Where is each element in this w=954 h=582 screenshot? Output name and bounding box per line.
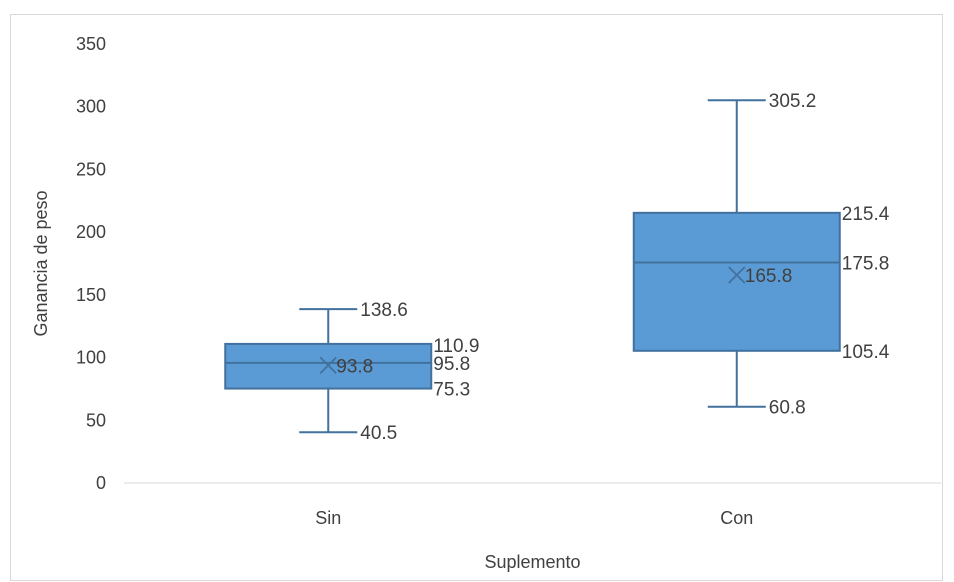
boxes: 138.6 40.5 93.8 110.995.8 75.3 305.2 60.8 165.8… — [224, 91, 890, 444]
y-axis-ticks: 0 50 100 150 200 250 300 350 — [76, 34, 106, 493]
mean-marker — [728, 266, 746, 284]
max-label: 305.2 — [769, 91, 817, 112]
min-label: 40.5 — [360, 423, 397, 444]
min-label: 60.8 — [769, 398, 806, 419]
mean-marker — [319, 356, 337, 374]
y-tick-label: 150 — [76, 285, 106, 305]
y-tick-label: 100 — [76, 348, 106, 368]
y-axis-title: Ganancia de peso — [31, 190, 51, 336]
y-tick-label: 50 — [86, 410, 106, 430]
q1-label: 75.3 — [433, 380, 470, 401]
y-tick-label: 300 — [76, 97, 106, 117]
median-label: 95.8 — [433, 354, 470, 375]
box-con: 305.2 60.8 165.8 215.4 175.8 105.4 — [632, 91, 890, 419]
x-axis-categories: Sin Con — [315, 508, 753, 528]
y-tick-label: 350 — [76, 34, 106, 54]
y-tick-label: 200 — [76, 222, 106, 242]
x-axis-title: Suplemento — [484, 552, 580, 572]
y-tick-label: 250 — [76, 159, 106, 179]
mean-label: 165.8 — [745, 266, 793, 287]
iqr-box — [632, 211, 841, 352]
q1-label: 105.4 — [842, 342, 890, 363]
x-category-label: Sin — [315, 508, 341, 528]
median-label: 175.8 — [842, 253, 890, 274]
box-sin: 138.6 40.5 93.8 110.995.8 75.3 — [224, 300, 479, 444]
x-category-label: Con — [720, 508, 753, 528]
q3-label: 110.9 — [433, 336, 479, 357]
q3-label: 215.4 — [842, 204, 890, 225]
max-label: 138.6 — [360, 300, 408, 321]
iqr-box — [224, 342, 433, 390]
y-tick-label: 0 — [96, 473, 106, 493]
mean-label: 93.8 — [336, 356, 373, 377]
